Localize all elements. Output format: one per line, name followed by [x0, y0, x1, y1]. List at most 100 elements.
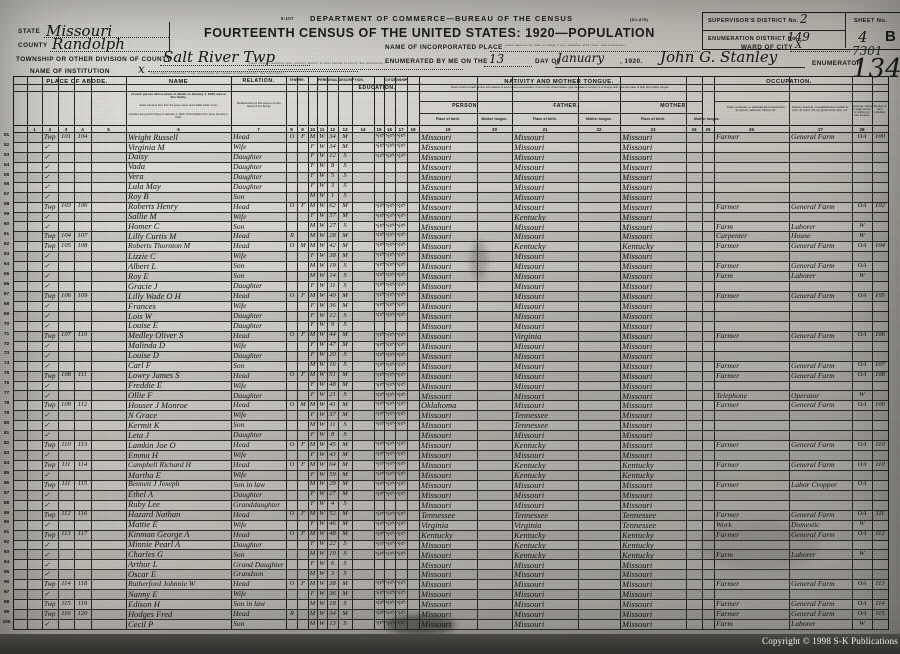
line-number: 51	[3, 132, 10, 138]
birthplace-person: Kentucky	[421, 529, 453, 540]
birthplace-father: Missouri	[514, 201, 545, 212]
group-citizenship: CITIZENSHIP.	[385, 78, 408, 83]
birthplace-mother: Missouri	[622, 390, 653, 401]
pob-mother: Place of birth.	[641, 116, 665, 121]
birthplace-father: Missouri	[514, 619, 545, 630]
sheet-side-value: B	[885, 28, 896, 45]
abode-check-mark: Twp	[44, 510, 56, 519]
age: 8	[330, 162, 335, 170]
birthplace-mother: Missouri	[622, 281, 653, 292]
mt-mother: Mother tongue.	[694, 116, 720, 121]
sex: M	[309, 510, 316, 518]
family-number: 120	[77, 609, 88, 617]
birthplace-father: Missouri	[514, 479, 545, 490]
education-tick-mark: Yes	[396, 440, 407, 449]
relation-to-head: Head	[233, 400, 250, 410]
birthplace-father: Kentucky	[514, 470, 546, 481]
marital-status: S	[343, 261, 347, 269]
education-tick-mark: Yes	[385, 350, 396, 359]
occupation-industry: General Farm	[791, 360, 835, 370]
education-tick-mark: Yes	[396, 380, 407, 389]
birthplace-person: Missouri	[421, 231, 452, 242]
person-name: Sallie M	[128, 211, 157, 222]
person-name: Mattie E	[128, 519, 158, 530]
color-or-race: W	[319, 291, 325, 299]
group-name: NAME	[168, 78, 189, 85]
line-number: 55	[3, 172, 10, 178]
person-name: Nanny E	[128, 588, 158, 599]
home-free-mortgaged: F	[300, 371, 306, 379]
color-or-race: W	[319, 500, 325, 508]
birthplace-father: Missouri	[514, 171, 545, 182]
birthplace-father: Missouri	[514, 400, 545, 411]
home-owned-rented: O	[289, 440, 295, 448]
education-tick-mark: Yes	[385, 370, 396, 379]
institution-rule	[148, 70, 358, 72]
group-occupation: OCCUPATION.	[766, 78, 812, 85]
birthplace-person: Missouri	[421, 261, 452, 272]
family-number: 107	[77, 231, 88, 239]
age: 36	[329, 589, 336, 597]
education-tick-mark: Yes	[385, 360, 396, 369]
home-free-mortgaged: F	[300, 510, 306, 518]
birthplace-mother: Kentucky	[622, 460, 654, 471]
birthplace-father: Missouri	[514, 132, 545, 143]
color-or-race: W	[319, 450, 325, 458]
birthplace-father: Missouri	[514, 350, 545, 361]
line-number: 97	[3, 590, 10, 596]
marital-status: M	[342, 381, 348, 389]
family-number: 104	[77, 132, 88, 140]
education-tick-mark: Yes	[396, 231, 407, 240]
relation-to-head: Wife	[233, 470, 247, 480]
relation-to-head: Son	[233, 261, 245, 271]
mt-person: Mother tongue.	[481, 116, 508, 121]
family-number: 119	[77, 599, 88, 607]
occupation-trade: Farmer	[716, 291, 740, 301]
incorporated-rule	[490, 50, 700, 52]
abode-check-mark: ✓	[44, 500, 50, 509]
birthplace-person: Missouri	[421, 579, 452, 590]
family-number: 116	[77, 510, 88, 518]
column-number: 28	[859, 126, 865, 132]
birthplace-father: Missouri	[514, 191, 545, 202]
color-or-race: W	[319, 231, 325, 239]
education-tick-mark: Yes	[396, 609, 407, 618]
marital-status: S	[343, 550, 347, 558]
birthplace-mother: Missouri	[622, 311, 653, 322]
age: 29	[329, 480, 336, 488]
relation-to-head: Son	[233, 619, 245, 629]
township-value: Salt River Twp	[163, 48, 276, 66]
education-tick-mark: Yes	[385, 261, 396, 270]
enumerated-day-value: 13	[489, 52, 505, 66]
birthplace-person: Missouri	[421, 320, 452, 331]
home-owned-rented: O	[289, 400, 295, 408]
birthplace-person: Missouri	[421, 619, 452, 630]
dwelling-number: 113	[61, 530, 71, 538]
home-free-mortgaged: F	[300, 530, 306, 538]
birthplace-person: Missouri	[421, 251, 452, 262]
age: 52	[329, 510, 336, 518]
age: 28	[329, 231, 336, 239]
color-or-race: W	[319, 510, 325, 518]
color-or-race: W	[319, 212, 325, 220]
line-number: 63	[3, 252, 10, 258]
column-number: 9	[301, 126, 304, 132]
birthplace-person: Missouri	[421, 549, 452, 560]
line-number: 64	[3, 262, 10, 267]
state-label: STATE	[18, 28, 41, 35]
birthplace-father: Missouri	[514, 450, 545, 461]
education-tick-mark: Yes	[385, 599, 396, 608]
education-tick-mark: Yes	[396, 529, 407, 538]
birthplace-mother: Missouri	[622, 599, 653, 610]
column-number: 4	[81, 126, 84, 132]
education-tick-mark: Yes	[396, 390, 407, 399]
sex: F	[310, 381, 315, 389]
marital-status: S	[343, 271, 347, 279]
birthplace-father: Missouri	[514, 599, 545, 610]
birthplace-father: Missouri	[514, 311, 545, 322]
header-left-divider	[169, 22, 170, 52]
line-number: 74	[3, 361, 10, 367]
abode-check-mark: Twp	[44, 580, 56, 589]
line-number: 71	[3, 331, 10, 337]
education-tick-mark: Yes	[385, 589, 396, 598]
